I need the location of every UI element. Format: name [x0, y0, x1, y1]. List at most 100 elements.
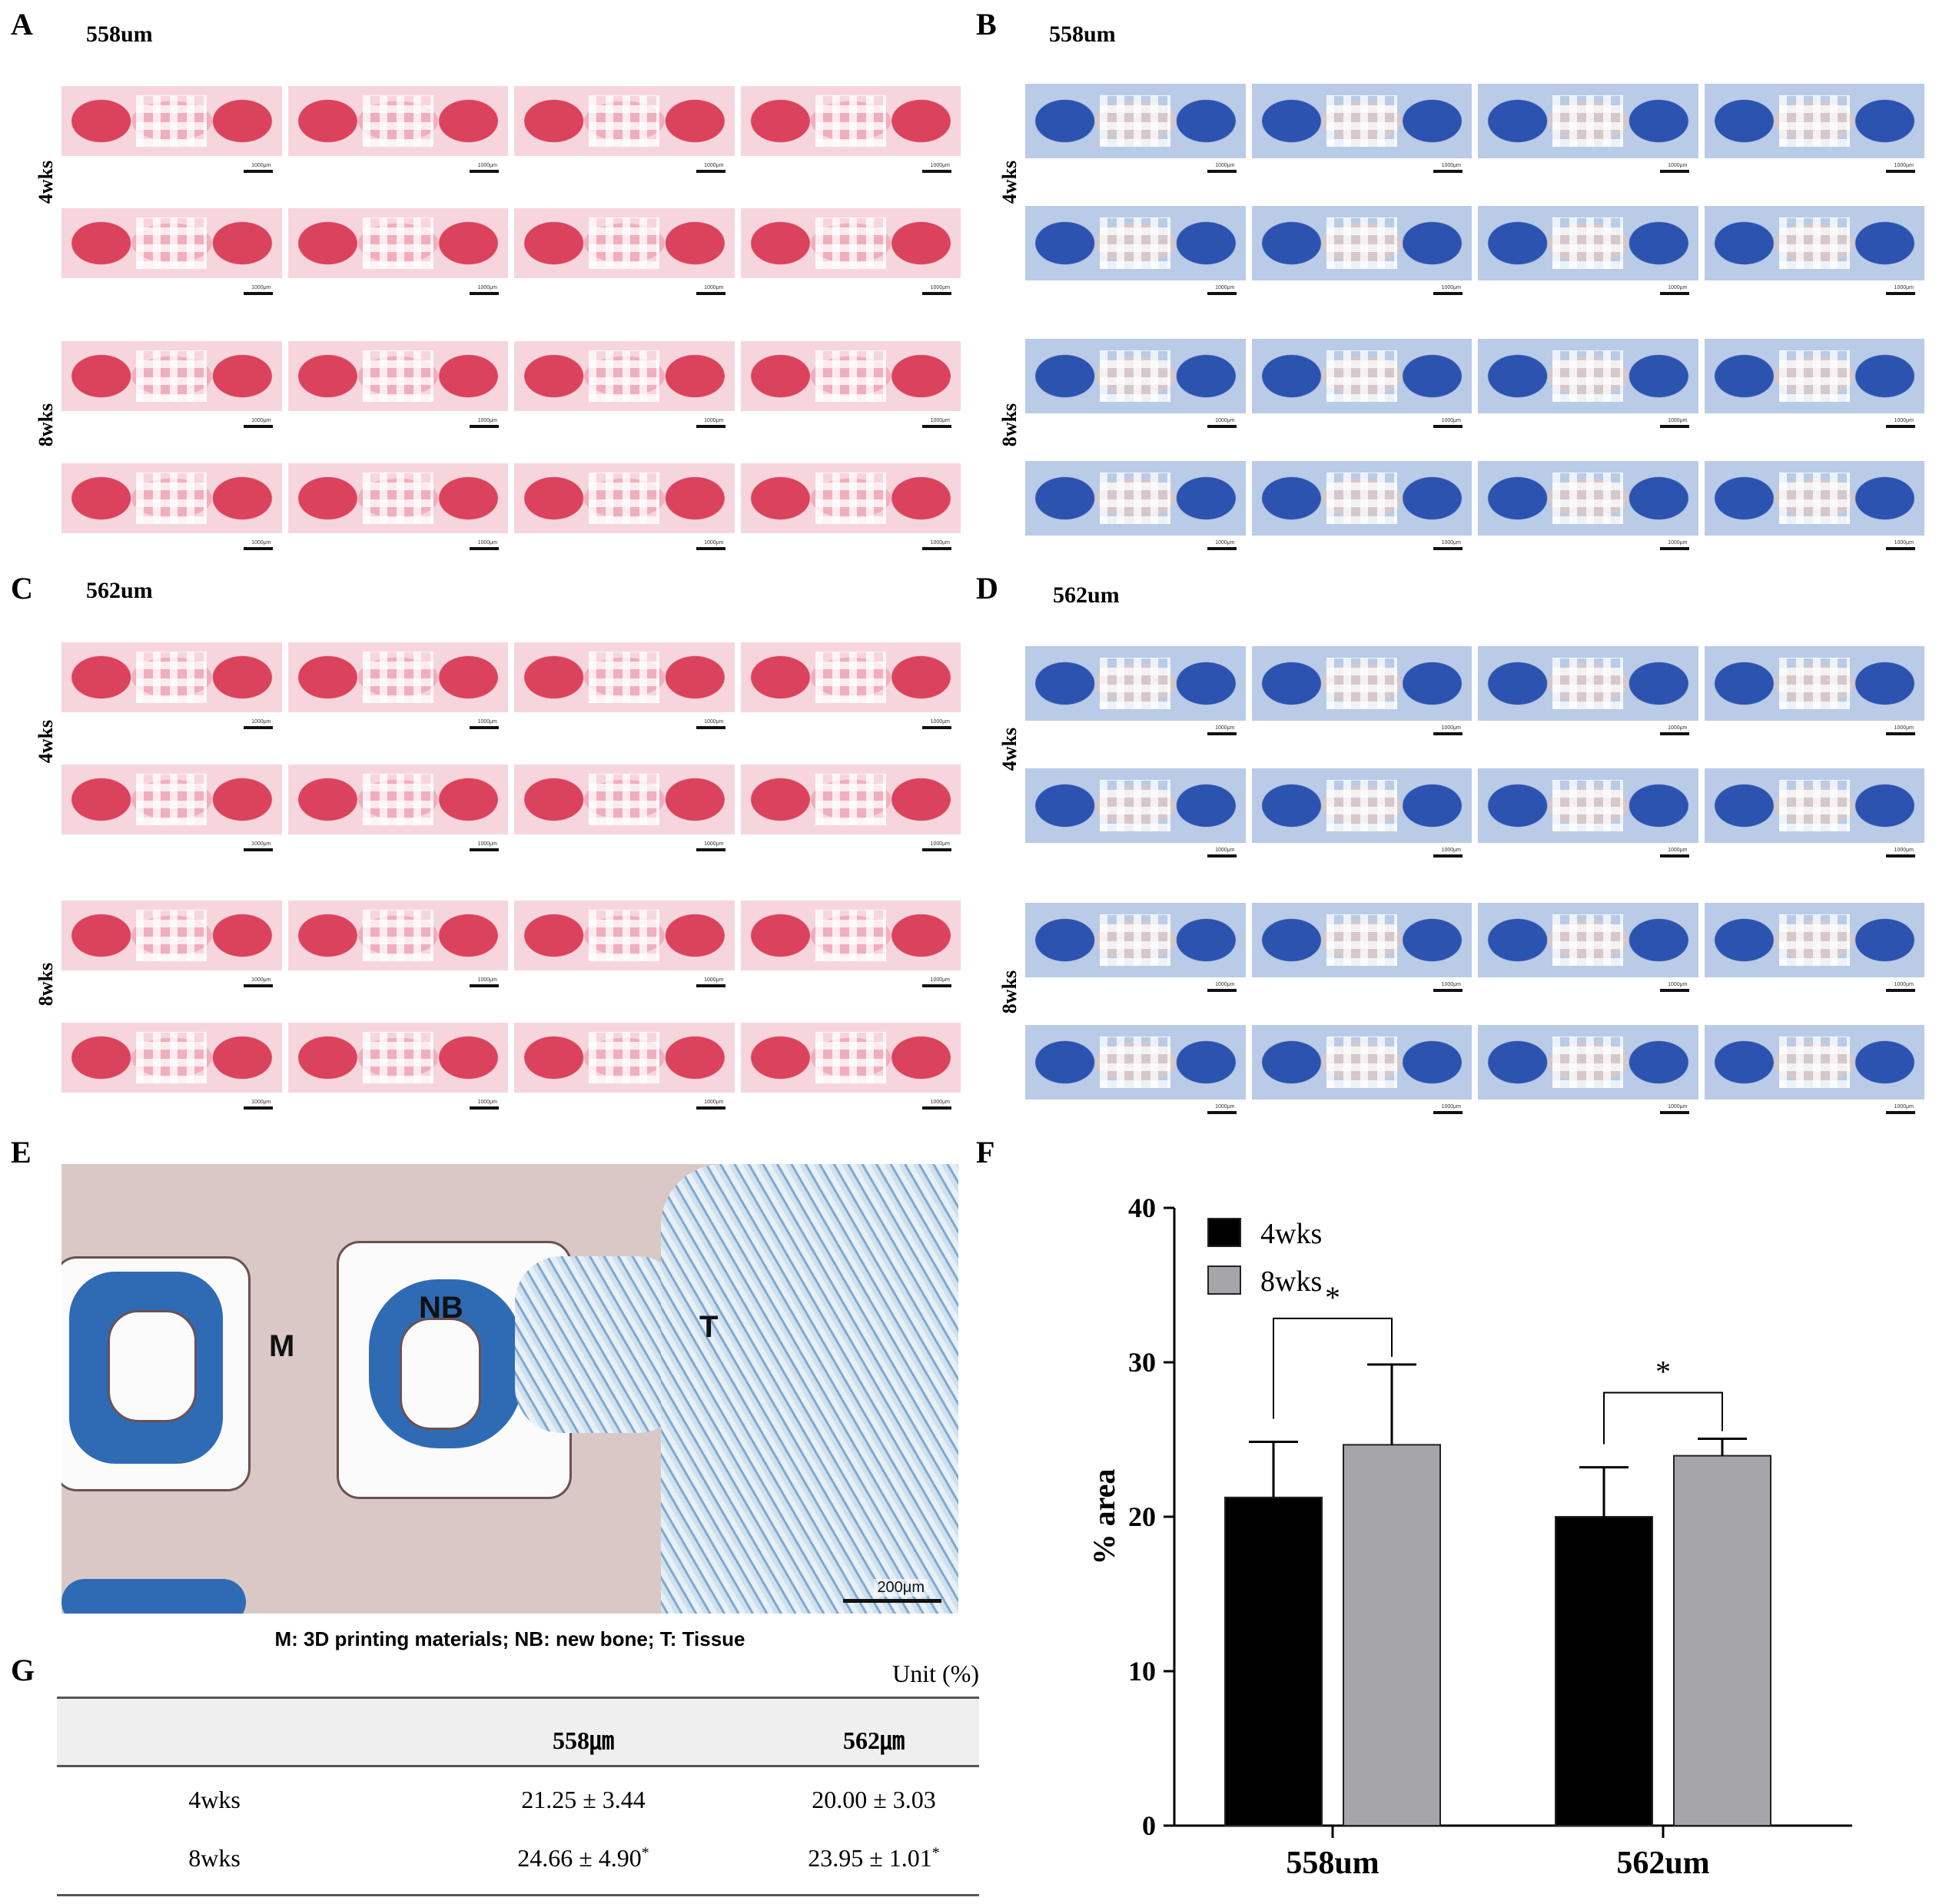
scale-bar [696, 848, 725, 851]
histology-image: 1000μm [1478, 318, 1698, 434]
scale-bar [470, 1106, 499, 1110]
scale-bar [470, 726, 499, 729]
scale-bar [243, 170, 273, 173]
scale-bar-label: 1000μm [477, 977, 497, 983]
significance-mark: * [1325, 1280, 1340, 1315]
label-t: T [699, 1310, 719, 1344]
panel-a-row-4wks: 4wks [35, 160, 57, 204]
scaffold-pattern [1100, 350, 1171, 402]
scale-bar [1433, 425, 1463, 428]
micro-scale-bar [843, 1599, 941, 1603]
scale-bar [1659, 732, 1689, 735]
scale-bar [243, 984, 273, 987]
histology-image: 1000μm [1025, 882, 1246, 998]
micrograph-caption: M: 3D printing materials; NB: new bone; … [274, 1627, 745, 1650]
panel-b-grid-4wks: 1000μm 1000μm 1000μm 1000μm 1000μm 1000μm 1000… [1025, 63, 1924, 301]
scaffold-pattern [1552, 473, 1624, 524]
scaffold-pattern [136, 1032, 208, 1083]
scaffold-pattern [362, 217, 433, 269]
scale-bar [696, 425, 725, 428]
label-m: M [269, 1329, 295, 1363]
panel-letter-c: C [11, 571, 33, 605]
scaffold-pattern [589, 473, 660, 524]
scaffold-pattern [815, 910, 886, 961]
scale-bar-label: 1000μm [1441, 163, 1461, 168]
scaffold-pattern [1100, 1037, 1171, 1088]
scale-bar [1207, 170, 1237, 173]
histology-image: 1000μm [1704, 882, 1924, 998]
scale-bar-label: 1000μm [1668, 725, 1688, 731]
scaffold-pattern [1100, 914, 1171, 966]
table-cell-8wks-558: 24.66 ± 4.90* [457, 1844, 710, 1872]
scale-bar-label: 1000μm [1215, 163, 1235, 168]
histology-image: 1000μm [740, 63, 961, 179]
scaffold-pattern [1778, 1037, 1850, 1088]
histology-image: 1000μm [514, 440, 735, 556]
histology-image: 1000μm [287, 619, 508, 735]
scale-bar-label: 1000μm [477, 163, 497, 168]
x-tick-label: 558um [1286, 1846, 1379, 1881]
panel-a-grid-8wks: 1000μm 1000μm 1000μm 1000μm 1000μm 1000μm 1000… [61, 318, 961, 556]
scale-bar [1433, 1111, 1463, 1114]
histology-image: 1000μm [1025, 63, 1246, 179]
scale-bar-label: 1000μm [477, 1100, 497, 1105]
histology-image: 1000μm [1478, 882, 1698, 998]
scale-bar [1886, 732, 1915, 735]
scaffold-pattern [1552, 217, 1624, 269]
panel-c-size-label: 562um [86, 578, 153, 603]
legend-label-4wks: 4wks [1260, 1218, 1322, 1250]
scale-bar [1207, 292, 1237, 295]
scale-bar [696, 547, 725, 550]
scale-bar [1659, 170, 1689, 173]
histology-image: 1000μm [1478, 185, 1698, 301]
bar-8wks-562um [1673, 1455, 1771, 1826]
scale-bar-label: 1000μm [1215, 725, 1235, 731]
scale-bar [696, 170, 725, 173]
scale-bar [922, 292, 951, 295]
scale-bar-label: 1000μm [704, 285, 724, 290]
histology-image: 1000μm [1704, 625, 1924, 741]
histology-image: 1000μm [287, 741, 508, 857]
panel-c-grid-4wks: 1000μm 1000μm 1000μm 1000μm 1000μm 1000μm 1000… [61, 619, 961, 857]
table-header-558: 558㎛ [552, 1727, 614, 1754]
histology-image: 1000μm [514, 318, 735, 434]
scale-bar [470, 425, 499, 428]
scale-bar-label: 1000μm [1441, 725, 1461, 731]
histology-image: 1000μm [740, 741, 961, 857]
panel-c-row-8wks: 8wks [35, 962, 57, 1007]
histology-image: 1000μm [61, 877, 282, 993]
scale-bar [696, 726, 725, 729]
scale-bar [1207, 854, 1237, 857]
scale-bar-label: 1000μm [704, 719, 724, 725]
histology-image: 1000μm [1251, 1004, 1472, 1120]
scaffold-pattern [1326, 1037, 1397, 1088]
scale-bar-label: 1000μm [477, 418, 497, 423]
scale-bar-label: 1000μm [251, 719, 271, 725]
table-header-band [57, 1697, 979, 1767]
scale-bar-label: 1000μm [251, 540, 271, 546]
scaffold-pattern [815, 95, 886, 147]
table-row-label-8wks: 8wks [188, 1844, 241, 1872]
scale-bar-label: 1000μm [477, 540, 497, 546]
scale-bar-label: 1000μm [704, 540, 724, 546]
scaffold-pattern [136, 95, 208, 147]
histology-image: 1000μm [1478, 1004, 1698, 1120]
scale-bar-label: 1000μm [251, 977, 271, 983]
histology-image: 1000μm [1704, 748, 1924, 864]
scaffold-pattern [1100, 780, 1171, 831]
scale-bar-label: 1000μm [1894, 1104, 1914, 1110]
histology-image: 1000μm [1025, 748, 1246, 864]
scale-bar-label: 1000μm [704, 418, 724, 423]
panel-b-row-8wks: 8wks [998, 403, 1021, 447]
scale-bar [1207, 732, 1237, 735]
panel-letter-f: F [976, 1135, 995, 1169]
scale-bar-label: 1000μm [1894, 725, 1914, 731]
scale-bar [1886, 292, 1915, 295]
scale-bar-label: 1000μm [477, 719, 497, 725]
histology-image: 1000μm [61, 741, 282, 857]
cell-value: 23.95 ± 1.01 [808, 1844, 932, 1872]
scaffold-pattern [1326, 914, 1397, 966]
scaffold-pattern [815, 217, 886, 269]
scaffold-pattern [362, 774, 433, 825]
scaffold-pattern [1100, 217, 1171, 269]
